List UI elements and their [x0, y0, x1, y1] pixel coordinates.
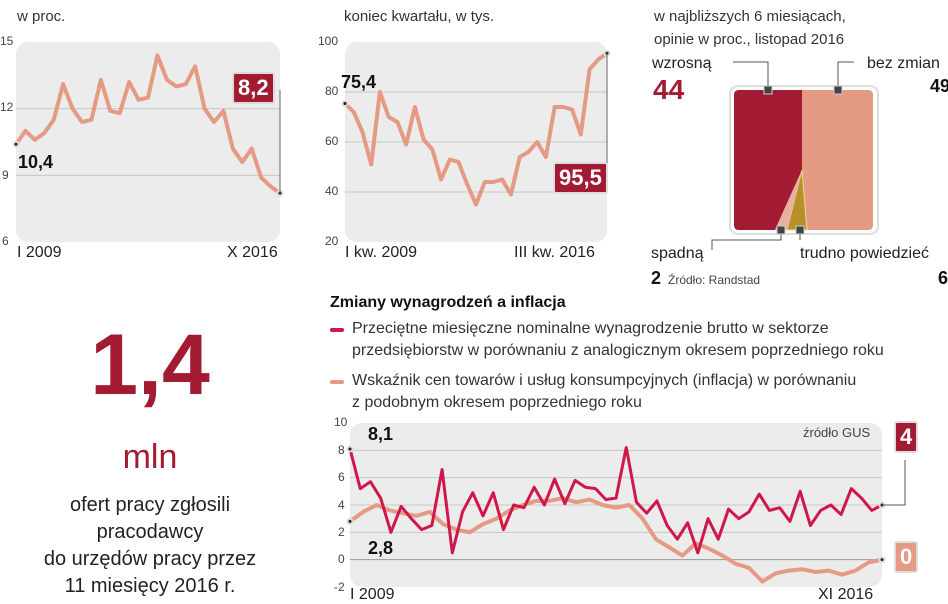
- y-tick: 100: [318, 34, 339, 48]
- offers-value: 1,4: [90, 317, 210, 413]
- y-tick: 80: [325, 84, 339, 98]
- x-tick: I 2009: [350, 586, 395, 603]
- inflation-end-badge: 0: [894, 541, 919, 573]
- slice-value-trudno: 6: [938, 268, 948, 288]
- wage-start-label: 8,1: [368, 424, 394, 444]
- end-value-badge: 8,2: [232, 72, 275, 104]
- endpoint-dot: [343, 102, 347, 105]
- legend-inflation: Wskaźnik cen towarów i usług konsumpcyjn…: [352, 370, 856, 414]
- unemployment-line: [14, 53, 282, 195]
- x-tick: III kw. 2016: [514, 244, 595, 261]
- offers-description: ofert pracy zgłosili pracodawcy do urzęd…: [0, 492, 300, 600]
- legend-inflation-line: z podobnym okresem poprzedniego roku: [352, 394, 642, 411]
- slice-value-bez-zmian: 49: [930, 76, 948, 96]
- x-tick: XI 2016: [818, 586, 874, 603]
- y-tick: 10: [334, 415, 348, 429]
- leader-line: [882, 460, 906, 506]
- x-tick: I 2009: [17, 244, 62, 261]
- endpoint-dot: [880, 558, 884, 562]
- chart-title: Zmiany wynagrodzeń a inflacja: [330, 294, 566, 311]
- chart-source: źródło GUS: [803, 425, 871, 440]
- endpoint-dot: [14, 142, 18, 146]
- endpoint-dot: [348, 447, 352, 451]
- y-tick: 9: [2, 168, 9, 182]
- y-tick: 60: [325, 134, 339, 148]
- y-tick: 8: [338, 443, 345, 457]
- legend-wages-line: przedsiębiorstw w porównaniu z analogicz…: [352, 342, 884, 359]
- wages-line: [348, 446, 883, 555]
- y-tick: 6: [338, 470, 345, 484]
- slice-bez-zmian: [802, 90, 873, 230]
- y-tick: 20: [325, 234, 339, 248]
- pie-leader-line: [733, 61, 769, 90]
- slice-wzrosna: [734, 90, 802, 230]
- inflation-start-label: 2,8: [368, 538, 394, 558]
- wage-end-badge: 4: [894, 421, 919, 453]
- offers-line: 11 miesięcy 2016 r.: [64, 575, 236, 597]
- slice-value-spadna: 2: [651, 268, 662, 288]
- start-value-label: 10,4: [18, 152, 54, 172]
- slice-label-bez-zmian: bez zmian: [867, 55, 940, 72]
- end-value-badge: 95,5: [553, 162, 608, 194]
- endpoint-dot: [348, 519, 352, 523]
- vacancies-line: [343, 51, 609, 207]
- offers-line: ofert pracy zgłosili: [69, 494, 231, 516]
- pie-marker: [763, 85, 773, 95]
- legend-wages-swatch: [330, 328, 344, 332]
- pie-marker: [776, 225, 786, 235]
- offers-line: do urzędów pracy przez: [43, 548, 257, 570]
- plot-panel: [16, 42, 280, 242]
- y-tick: 40: [325, 184, 339, 198]
- y-tick: 2: [338, 525, 345, 539]
- slice-label-trudno: trudno powiedzieć: [800, 245, 929, 262]
- y-tick: 4: [338, 498, 345, 512]
- pie-subtitle-2: opinie w proc., listopad 2016: [654, 31, 845, 48]
- slice-label-wzrosna: wzrosną: [652, 55, 712, 72]
- slice-value-wzrosna: 44: [653, 74, 685, 105]
- pie-leader-line: [837, 61, 854, 90]
- y-tick: 12: [0, 100, 14, 114]
- vacancies-subtitle: koniec kwartału, w tys.: [344, 8, 495, 25]
- y-tick: 6: [2, 234, 9, 248]
- unemployment-subtitle: w proc.: [17, 8, 66, 25]
- start-value-label: 75,4: [341, 72, 377, 92]
- pie-marker: [833, 85, 843, 95]
- legend-wages: Przeciętne miesięczne nominalne wynagrod…: [352, 318, 884, 362]
- x-tick: I kw. 2009: [345, 244, 418, 261]
- legend-inflation-line: Wskaźnik cen towarów i usług konsumpcyjn…: [352, 372, 857, 389]
- y-tick: -2: [334, 580, 345, 594]
- y-tick: 15: [0, 34, 14, 48]
- pie-marker: [795, 225, 805, 235]
- inflation-line: [348, 496, 883, 584]
- pie-source: Źródło: Randstad: [668, 273, 761, 287]
- slice-spadna: [775, 170, 802, 230]
- x-tick: X 2016: [227, 244, 278, 261]
- offers-line: pracodawcy: [96, 521, 204, 543]
- pie-subtitle-1: w najbliższych 6 miesiącach,: [654, 8, 846, 25]
- offers-unit: mln: [122, 438, 178, 476]
- legend-inflation-swatch: [330, 380, 344, 384]
- legend-wages-line: Przeciętne miesięczne nominalne wynagrod…: [352, 320, 829, 337]
- pie-leader-line: [711, 230, 782, 250]
- slice-label-spadna: spadną: [651, 245, 704, 262]
- y-tick: 0: [338, 552, 345, 566]
